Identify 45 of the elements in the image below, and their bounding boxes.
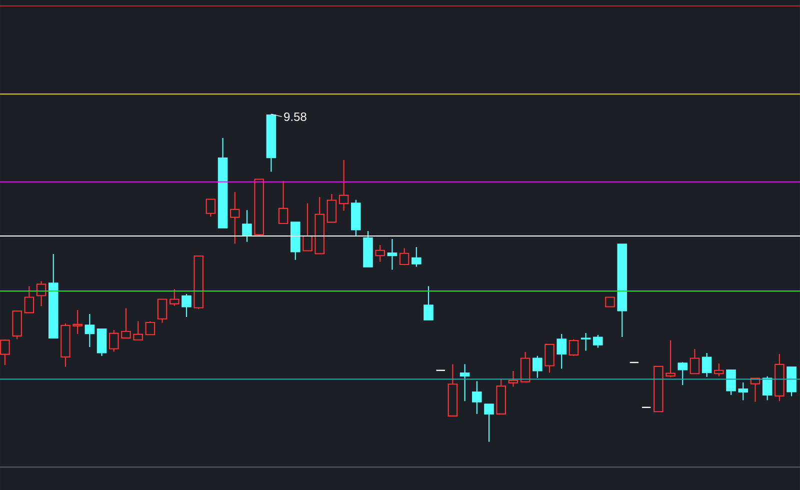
candlestick [387,238,398,270]
candlestick [145,320,156,336]
candlestick [375,244,385,262]
candlestick [72,310,82,335]
candlestick [84,313,95,348]
candlestick [568,338,579,356]
candlestick [460,364,470,402]
candlestick [96,328,107,356]
candlestick [412,246,422,268]
candlestick [508,370,518,388]
candlestick [666,340,676,378]
candlestick [678,362,688,386]
candlestick [532,355,542,378]
candlestick [206,198,216,218]
candlestick [690,348,700,374]
candlestick [108,330,119,352]
candlestick [230,192,240,244]
candlestick [424,286,434,320]
candlestick [399,248,410,266]
candlestick [762,376,772,401]
candlestick [605,296,615,308]
candlestick [714,362,724,377]
candlestick [544,344,554,374]
candlestick [157,298,168,324]
candlestick [593,334,603,348]
candlestick [121,308,131,338]
candlestick [133,320,143,340]
candlestick [278,180,288,224]
candlestick [326,193,337,223]
candlestick [338,159,349,212]
candlestick [302,202,312,252]
candlestick [182,293,192,318]
candlestick [580,332,591,352]
candlestick [24,286,34,314]
candlestick [472,380,482,414]
candlestick [520,351,530,382]
candlestick [242,210,252,242]
candlestick [484,404,494,442]
candlestick [556,333,567,370]
candlestick [169,288,180,306]
candlestick [36,280,46,307]
candlestick [702,352,712,378]
candlestick [738,382,748,401]
annotation: 9.58 [284,112,306,121]
candlestick [726,369,736,396]
